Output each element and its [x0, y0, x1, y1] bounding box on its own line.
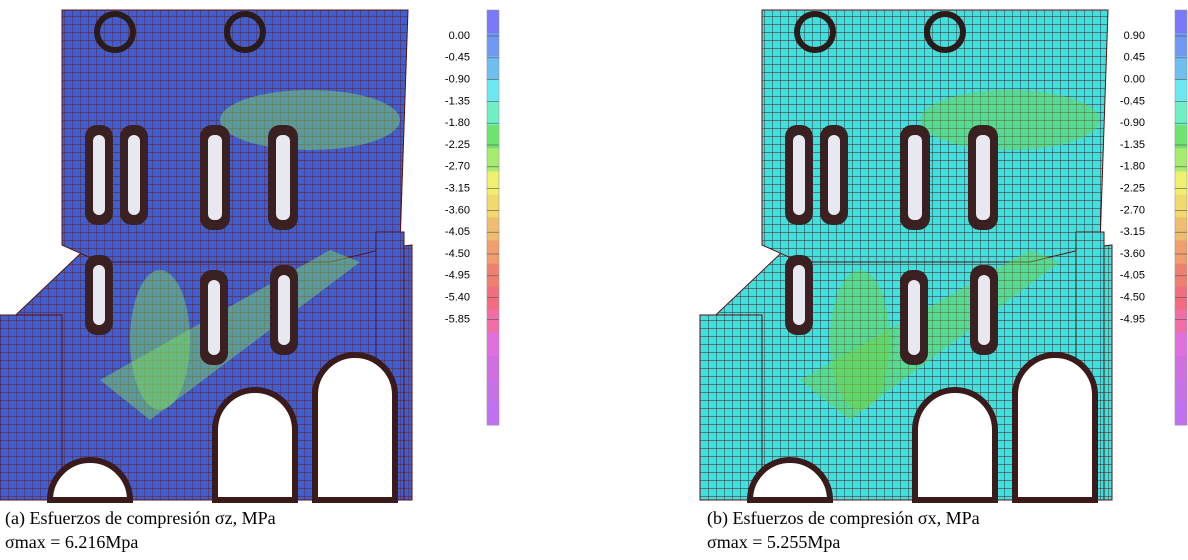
legend-swatch: [1175, 33, 1187, 57]
legend-swatch: [487, 79, 499, 103]
legend-swatch: [487, 287, 499, 311]
legend-swatch: [1175, 102, 1187, 126]
caption-max: σmax = 5.255Mpa: [707, 532, 840, 552]
legend-label: -4.95: [1120, 313, 1145, 325]
legend-swatch: [1175, 241, 1187, 265]
legend-swatch: [487, 241, 499, 265]
legend-swatch: [1175, 379, 1187, 403]
legend-label: -1.35: [445, 95, 470, 107]
caption: (a) Esfuerzos de compresión σz, MPa: [5, 508, 276, 529]
legend-label: -2.70: [1120, 204, 1145, 216]
legend-swatch: [487, 10, 499, 34]
arch: [915, 390, 995, 500]
window-opening: [976, 135, 990, 220]
legend-swatch: [487, 310, 499, 334]
mesh-surface: [0, 315, 62, 500]
legend-swatch: [1175, 356, 1187, 380]
legend-label: -4.50: [1120, 292, 1145, 304]
legend-swatch: [487, 379, 499, 403]
legend-swatch: [1175, 56, 1187, 80]
window-opening: [93, 265, 105, 325]
legend-label: -5.40: [445, 292, 470, 304]
legend-label: -1.80: [1120, 161, 1145, 173]
window-opening: [793, 135, 805, 215]
window-opening: [793, 265, 805, 325]
legend-label: -0.90: [445, 74, 470, 86]
legend-swatch: [487, 264, 499, 288]
window-opening: [208, 135, 222, 220]
page: 0.00 -0.45 -0.90 -1.35 -1.80 -2.25 -2.70 -3.15 -…: [0, 0, 1188, 560]
legend-swatch: [487, 148, 499, 172]
legend-label: 0.00: [449, 30, 470, 42]
legend-label: -3.60: [445, 204, 470, 216]
legend-label: -2.70: [445, 161, 470, 173]
legend-label: -2.25: [445, 139, 470, 151]
legend-swatch: [1175, 194, 1187, 218]
caption: (b) Esfuerzos de compresión σx, MPa: [707, 508, 980, 529]
legend-label: -3.60: [1120, 248, 1145, 260]
legend-label: -5.85: [445, 313, 470, 325]
legend-label: -3.15: [1120, 226, 1145, 238]
legend-label: -4.95: [445, 270, 470, 282]
legend-label: -4.05: [445, 226, 470, 238]
legend-swatch: [1175, 333, 1187, 357]
legend-swatch: [487, 33, 499, 57]
legend-swatch: [487, 356, 499, 380]
arch: [215, 390, 295, 500]
mesh-surface: [700, 315, 762, 500]
legend-swatch: [487, 102, 499, 126]
legend-swatch: [487, 333, 499, 357]
window-opening: [978, 275, 990, 345]
figure: 0.00 -0.45 -0.90 -1.35 -1.80 -2.25 -2.70 -3.15 -…: [0, 0, 1188, 560]
legend-label: -1.80: [445, 117, 470, 129]
legend-label: -4.05: [1120, 270, 1145, 282]
legend-label: -0.45: [445, 52, 470, 64]
arch: [1015, 355, 1095, 500]
fem-image: [0, 10, 412, 500]
legend-label: -4.50: [445, 248, 470, 260]
window-opening: [208, 280, 220, 355]
legend-swatch: [1175, 402, 1187, 426]
legend-label: 0.45: [1124, 52, 1145, 64]
stress-zone: [920, 90, 1100, 150]
window-opening: [908, 280, 920, 355]
legend-swatch: [1175, 10, 1187, 34]
legend-swatch: [1175, 171, 1187, 195]
legend-label: -2.25: [1120, 183, 1145, 195]
window-opening: [828, 135, 840, 215]
window-opening: [276, 135, 290, 220]
arch: [315, 355, 395, 500]
legend-label: -0.45: [1120, 95, 1145, 107]
legend-label: -3.15: [445, 183, 470, 195]
window-opening: [908, 135, 922, 220]
legend-swatch: [487, 402, 499, 426]
legend-swatch: [1175, 287, 1187, 311]
stress-zone: [130, 270, 190, 410]
legend-label: -0.90: [1120, 117, 1145, 129]
legend-label: 0.90: [1124, 30, 1145, 42]
stress-zone: [830, 270, 890, 410]
legend-swatch: [487, 194, 499, 218]
stress-zone: [220, 90, 400, 150]
fem-image: [700, 10, 1112, 500]
legend-label: -1.35: [1120, 139, 1145, 151]
window-opening: [128, 135, 140, 215]
legend-swatch: [487, 56, 499, 80]
legend-swatch: [487, 218, 499, 242]
legend-swatch: [1175, 218, 1187, 242]
caption-max: σmax = 6.216Mpa: [5, 532, 138, 552]
legend-swatch: [1175, 79, 1187, 103]
legend-swatch: [487, 171, 499, 195]
legend-swatch: [1175, 310, 1187, 334]
legend-label: 0.00: [1124, 74, 1145, 86]
window-opening: [278, 275, 290, 345]
legend-swatch: [1175, 264, 1187, 288]
window-opening: [93, 135, 105, 215]
legend-swatch: [1175, 148, 1187, 172]
